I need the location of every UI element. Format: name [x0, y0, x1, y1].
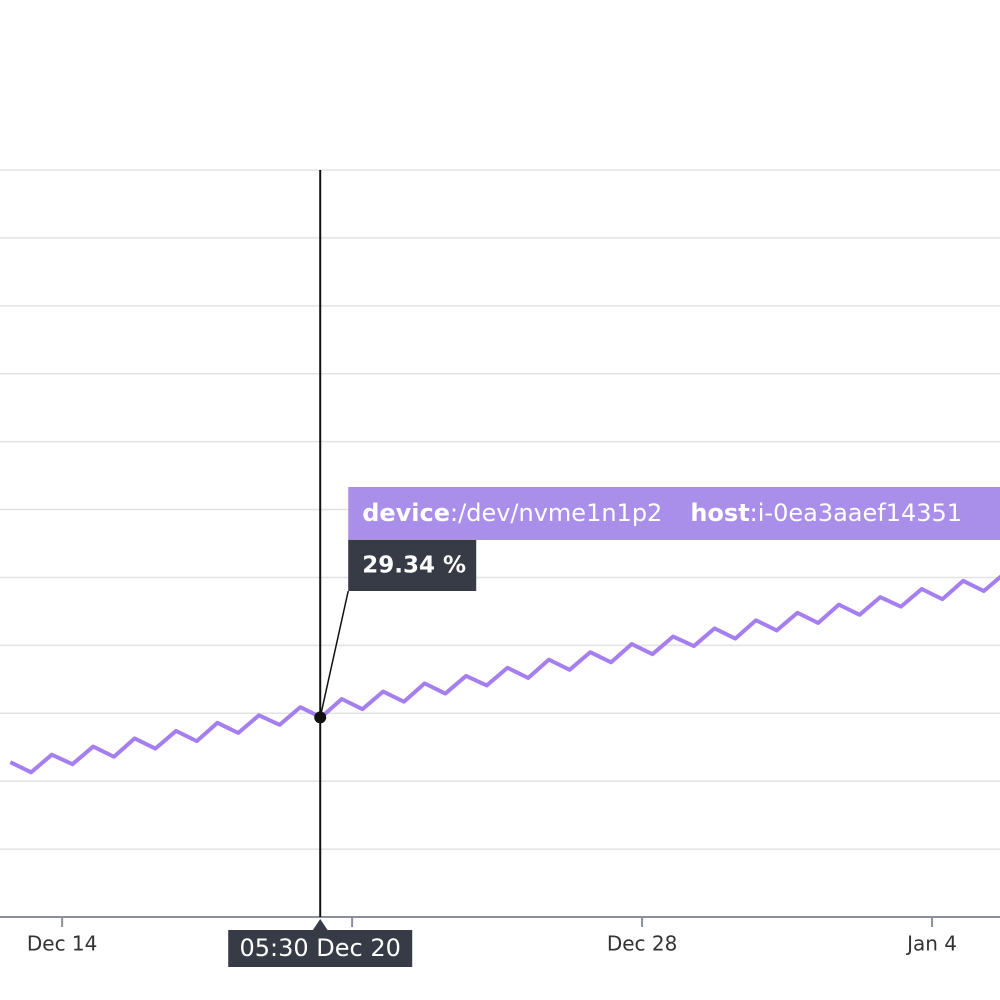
tooltip-connector [319, 590, 349, 718]
tooltip-value-box [348, 540, 477, 591]
x-tick-label: Dec 28 [607, 932, 678, 956]
time-label-box [228, 930, 413, 967]
tag-part: host [690, 499, 749, 527]
hover-point [314, 711, 327, 724]
time-label: 05:30 Dec 20 [240, 934, 401, 962]
tooltip-tags [348, 487, 1000, 540]
x-tick-label: Dec 14 [27, 932, 98, 956]
tooltip-value: 29.34 % [362, 553, 466, 579]
tag-part: device [362, 499, 450, 527]
series-line [9, 574, 1000, 775]
x-tick-label: Jan 4 [905, 932, 957, 956]
tag-part: :i-0ea3aaef14351 [750, 499, 962, 527]
time-label-pointer [312, 919, 329, 931]
tooltip-tag-text: device:/dev/nvme1n1p2 host:i-0ea3aaef1435… [362, 499, 962, 527]
tag-part: :/dev/nvme1n1p2 [450, 499, 662, 527]
